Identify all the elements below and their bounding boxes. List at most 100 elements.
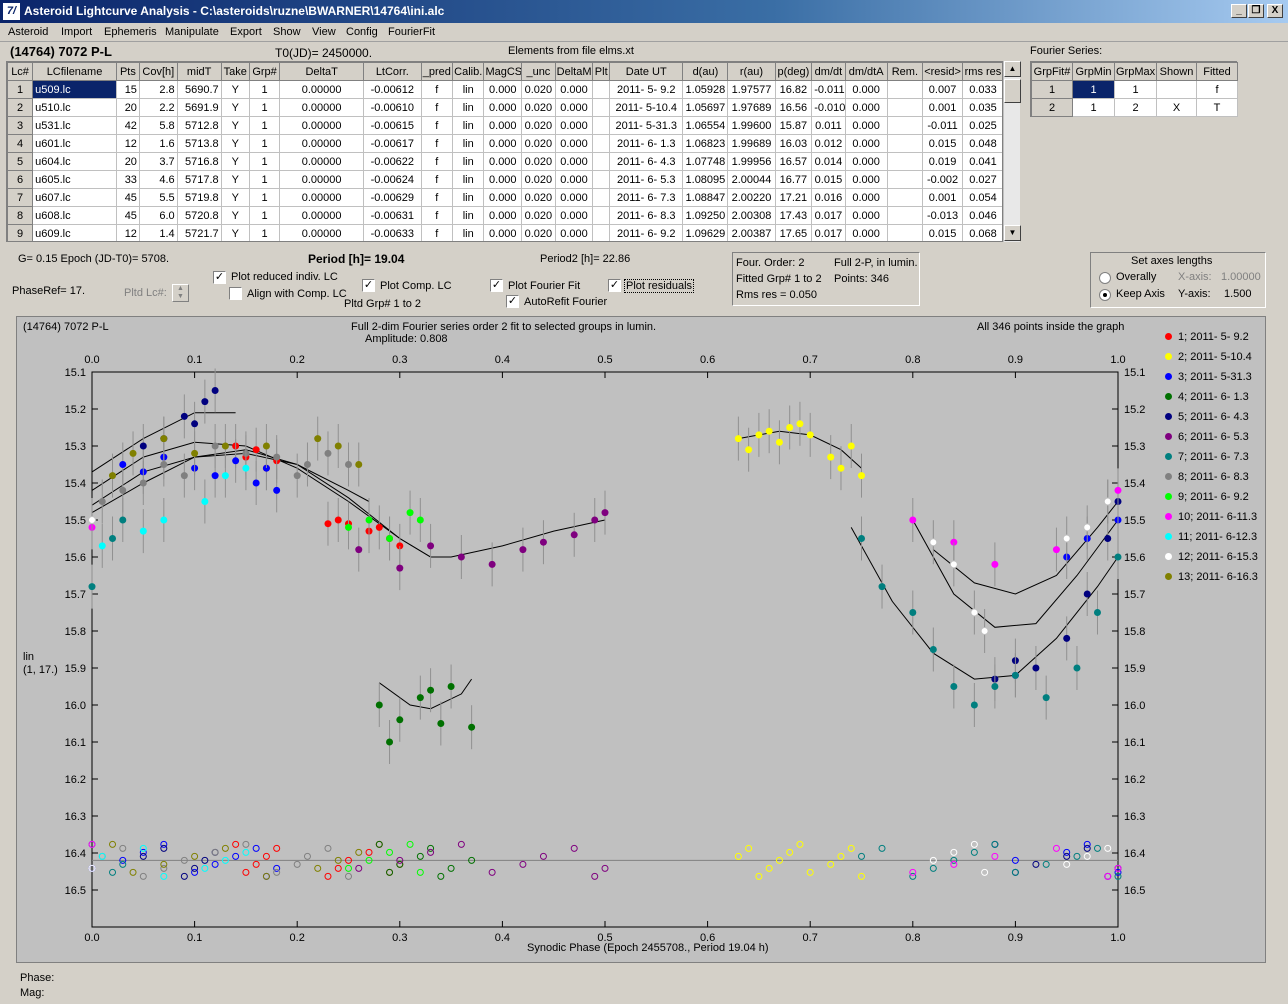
lc-cell[interactable]: 15 [115,80,140,99]
lc-cell[interactable]: 1 [248,116,281,135]
lc-cell[interactable]: 0.00000 [279,188,365,207]
lc-cell[interactable]: 1.97577 [727,80,776,99]
lc-cell[interactable]: 0.019 [922,152,963,171]
lc-cell[interactable]: 5691.9 [176,98,222,117]
lc-cell[interactable]: -0.00612 [363,80,422,99]
lc-cell[interactable]: 0.041 [961,152,1002,171]
lc-cell[interactable]: 2011- 5-31.3 [609,116,684,135]
lc-cell[interactable] [886,170,924,189]
lc-col-header[interactable]: DeltaT [279,62,365,81]
lc-cell[interactable]: 1.07748 [682,152,729,171]
lc-col-header[interactable]: r(au) [727,62,776,81]
menu-asteroid[interactable]: Asteroid [8,26,49,38]
lc-cell[interactable]: 0.000 [554,206,594,225]
menu-show[interactable]: Show [273,26,301,38]
lc-cell[interactable]: 0.000 [483,98,523,117]
lc-cell[interactable]: lin [452,152,485,171]
lc-col-header[interactable]: p(deg) [774,62,813,81]
lc-cell[interactable]: u531.lc [32,116,117,135]
lc-cell[interactable]: 0.014 [811,152,846,171]
lc-cell[interactable]: 2011- 6- 7.3 [609,188,684,207]
lc-col-header[interactable]: LCfilename [32,62,117,81]
lc-cell[interactable]: 12 [115,134,140,153]
lc-cell[interactable]: 15.87 [774,116,813,135]
lc-cell[interactable]: lin [452,134,485,153]
lc-cell[interactable]: 16.57 [774,152,813,171]
lc-cell[interactable]: 2011- 6- 5.3 [609,170,684,189]
lc-cell[interactable]: 1 [248,134,281,153]
lc-cell[interactable]: f [420,170,454,189]
lc-cell[interactable]: 16.77 [774,170,813,189]
lc-cell[interactable]: 2.00308 [727,206,776,225]
lc-cell[interactable]: 0.000 [844,134,888,153]
lc-cell[interactable]: -0.013 [922,206,963,225]
lc-cell[interactable]: 20 [115,98,140,117]
lc-cell[interactable]: 0.020 [521,170,556,189]
lc-cell[interactable]: 0.020 [521,116,556,135]
lc-cell[interactable]: 0.001 [922,98,963,117]
plot-residuals-checkbox[interactable]: ✓ [608,279,621,292]
lc-cell[interactable]: Y [220,206,250,225]
lc-cell[interactable]: 0.020 [521,206,556,225]
lc-cell[interactable]: u509.lc [32,80,117,99]
lc-cell[interactable]: -0.00617 [363,134,422,153]
lc-cell[interactable]: 1.99600 [727,116,776,135]
lc-cell[interactable]: 0.000 [554,224,594,241]
menu-fourierfit[interactable]: FourierFit [388,26,436,38]
lc-col-header[interactable]: LtCorr. [363,62,422,81]
lc-cell[interactable]: 20 [115,152,140,171]
lc-cell[interactable]: 1.05928 [682,80,729,99]
fourier-col-header[interactable]: GrpMax [1114,62,1157,81]
lc-cell[interactable]: 0.00000 [279,206,365,225]
row-header[interactable]: 7 [7,188,34,207]
fourier-cell[interactable]: X [1156,98,1197,117]
lc-col-header[interactable]: Take [220,62,250,81]
lc-cell[interactable]: 0.000 [554,98,594,117]
menu-config[interactable]: Config [346,26,378,38]
lc-cell[interactable]: 0.000 [483,80,523,99]
lc-cell[interactable]: 0.00000 [279,80,365,99]
lc-cell[interactable] [592,206,611,225]
lc-table-row[interactable]: 4 u601.lc 12 1.6 5713.8 Y 1 0.00000 -0.00617 f lin… [7,134,1002,153]
lc-cell[interactable]: lin [452,80,485,99]
lc-cell[interactable]: 0.000 [483,206,523,225]
lc-cell[interactable]: f [420,98,454,117]
lc-table-row[interactable]: 8 u608.lc 45 6.0 5720.8 Y 1 0.00000 -0.00631 f lin… [7,206,1002,225]
lc-col-header[interactable]: Plt [592,62,611,81]
lc-cell[interactable]: 0.068 [961,224,1002,241]
lc-cell[interactable]: f [420,188,454,207]
lc-col-header[interactable]: dm/dtA [844,62,888,81]
lc-col-header[interactable]: Calib. [452,62,485,81]
lc-table[interactable]: Lc# LCfilename Pts Cov[h] midT Take Grp# DeltaT… [6,61,1003,242]
lc-cell[interactable]: -0.011 [811,80,846,99]
lc-cell[interactable]: 1.99956 [727,152,776,171]
lc-cell[interactable]: 5.5 [138,188,178,207]
lightcurve-chart[interactable]: 0.0 0.0 0.1 0.1 0.2 0.2 0.3 0.3 0.4 0.4 0.5 0.5 0.6 0… [17,317,1267,964]
lc-cell[interactable]: 0.000 [844,98,888,117]
lc-cell[interactable]: 0.017 [811,206,846,225]
lc-col-header[interactable]: Lc# [7,62,34,81]
lc-cell[interactable] [886,116,924,135]
lc-cell[interactable]: 0.000 [844,80,888,99]
fourier-col-header[interactable]: Shown [1156,62,1197,81]
fourier-cell[interactable]: 1 [1072,98,1115,117]
lc-cell[interactable]: 0.000 [483,224,523,241]
lc-cell[interactable]: 16.03 [774,134,813,153]
lc-cell[interactable]: 0.000 [554,188,594,207]
lc-cell[interactable]: 2011- 6- 1.3 [609,134,684,153]
lc-cell[interactable]: 1 [248,152,281,171]
lc-cell[interactable]: 5.8 [138,116,178,135]
scroll-down-icon[interactable]: ▼ [1004,225,1021,241]
align-comp-checkbox[interactable] [229,287,242,300]
lc-cell[interactable]: 16.82 [774,80,813,99]
lc-cell[interactable]: 5713.8 [176,134,222,153]
lc-cell[interactable]: 5716.8 [176,152,222,171]
lc-cell[interactable]: 2.2 [138,98,178,117]
menu-view[interactable]: View [312,26,336,38]
lc-cell[interactable]: Y [220,188,250,207]
lc-cell[interactable] [592,116,611,135]
lc-cell[interactable] [886,80,924,99]
lc-table-scrollbar[interactable]: ▲ ▼ [1003,61,1021,242]
lc-cell[interactable] [886,98,924,117]
